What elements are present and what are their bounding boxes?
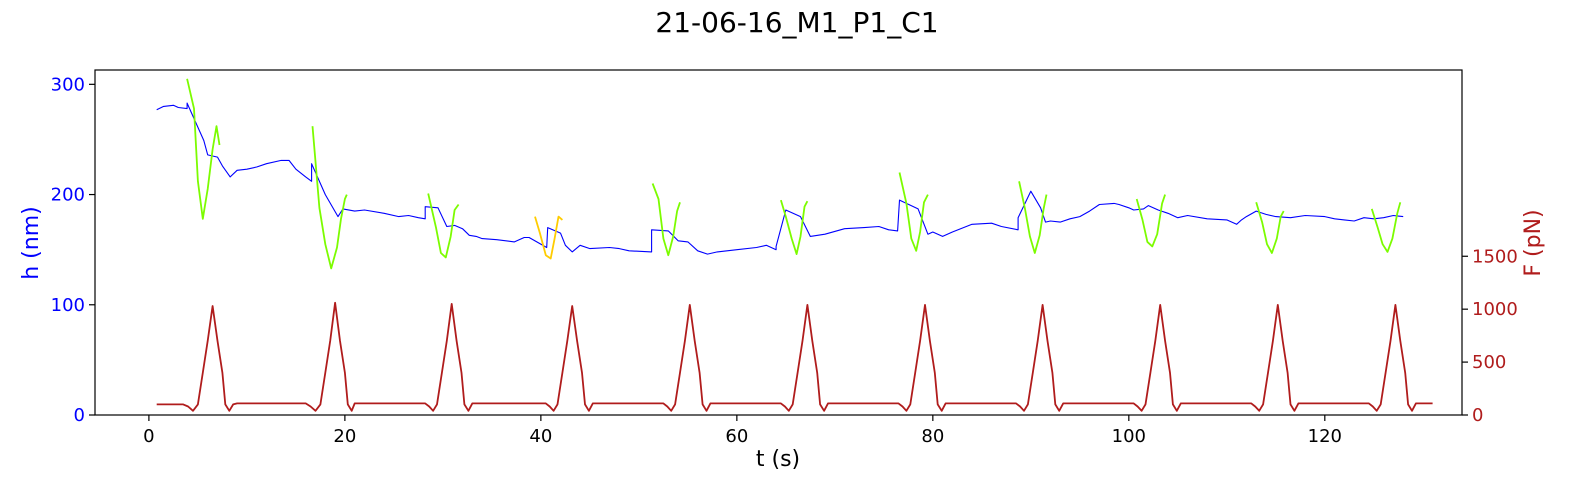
y-right-tick-label: 1500 [1472,246,1518,267]
y-right-axis-label: F (pN) [1521,209,1546,276]
y-left-axis-ticks: 0 100 200 300 [51,74,95,426]
height-series-line-8 [1018,181,1048,254]
height-series-line-10 [1255,202,1285,254]
height-series-line-3 [427,193,460,259]
height-series-line-9 [1135,194,1166,248]
height-series-line-6 [780,199,809,255]
y-left-tick-label: 100 [51,295,85,316]
chart-title: 21-06-16_M1_P1_C1 [655,6,938,39]
y-right-tick-label: 0 [1472,405,1483,426]
height-series-line-5 [651,183,681,257]
y-right-tick-label: 1000 [1472,299,1518,320]
height-series-line-7 [898,172,929,252]
plot-area: 0 20 40 60 80 100 120 0 100 200 300 0 500 1000 1500 [51,69,1518,447]
x-tick-label: 100 [1112,426,1146,447]
force-series-line-12 [156,301,1433,412]
y-left-tick-label: 300 [51,74,85,95]
height-series-line-11 [1370,202,1402,253]
x-tick-label: 120 [1308,426,1342,447]
plot-frame [94,69,1463,416]
x-tick-label: 40 [529,426,552,447]
y-left-axis-label: h (nm) [19,206,44,279]
height-series-line-4 [534,215,563,260]
height-series-line-0 [156,102,1404,255]
series-layer [156,78,1433,412]
height-series-line-1 [186,78,221,220]
x-tick-label: 80 [921,426,944,447]
y-left-tick-label: 200 [51,185,85,206]
height-series-line-2 [311,126,348,270]
x-tick-label: 0 [143,426,154,447]
y-right-tick-label: 500 [1472,352,1506,373]
x-axis-label: t (s) [756,447,800,472]
y-right-axis-ticks: 0 500 1000 1500 [1462,246,1518,426]
y-left-tick-label: 0 [74,405,85,426]
x-axis-ticks: 0 20 40 60 80 100 120 [143,415,1342,447]
x-tick-label: 20 [333,426,356,447]
x-tick-label: 60 [725,426,748,447]
